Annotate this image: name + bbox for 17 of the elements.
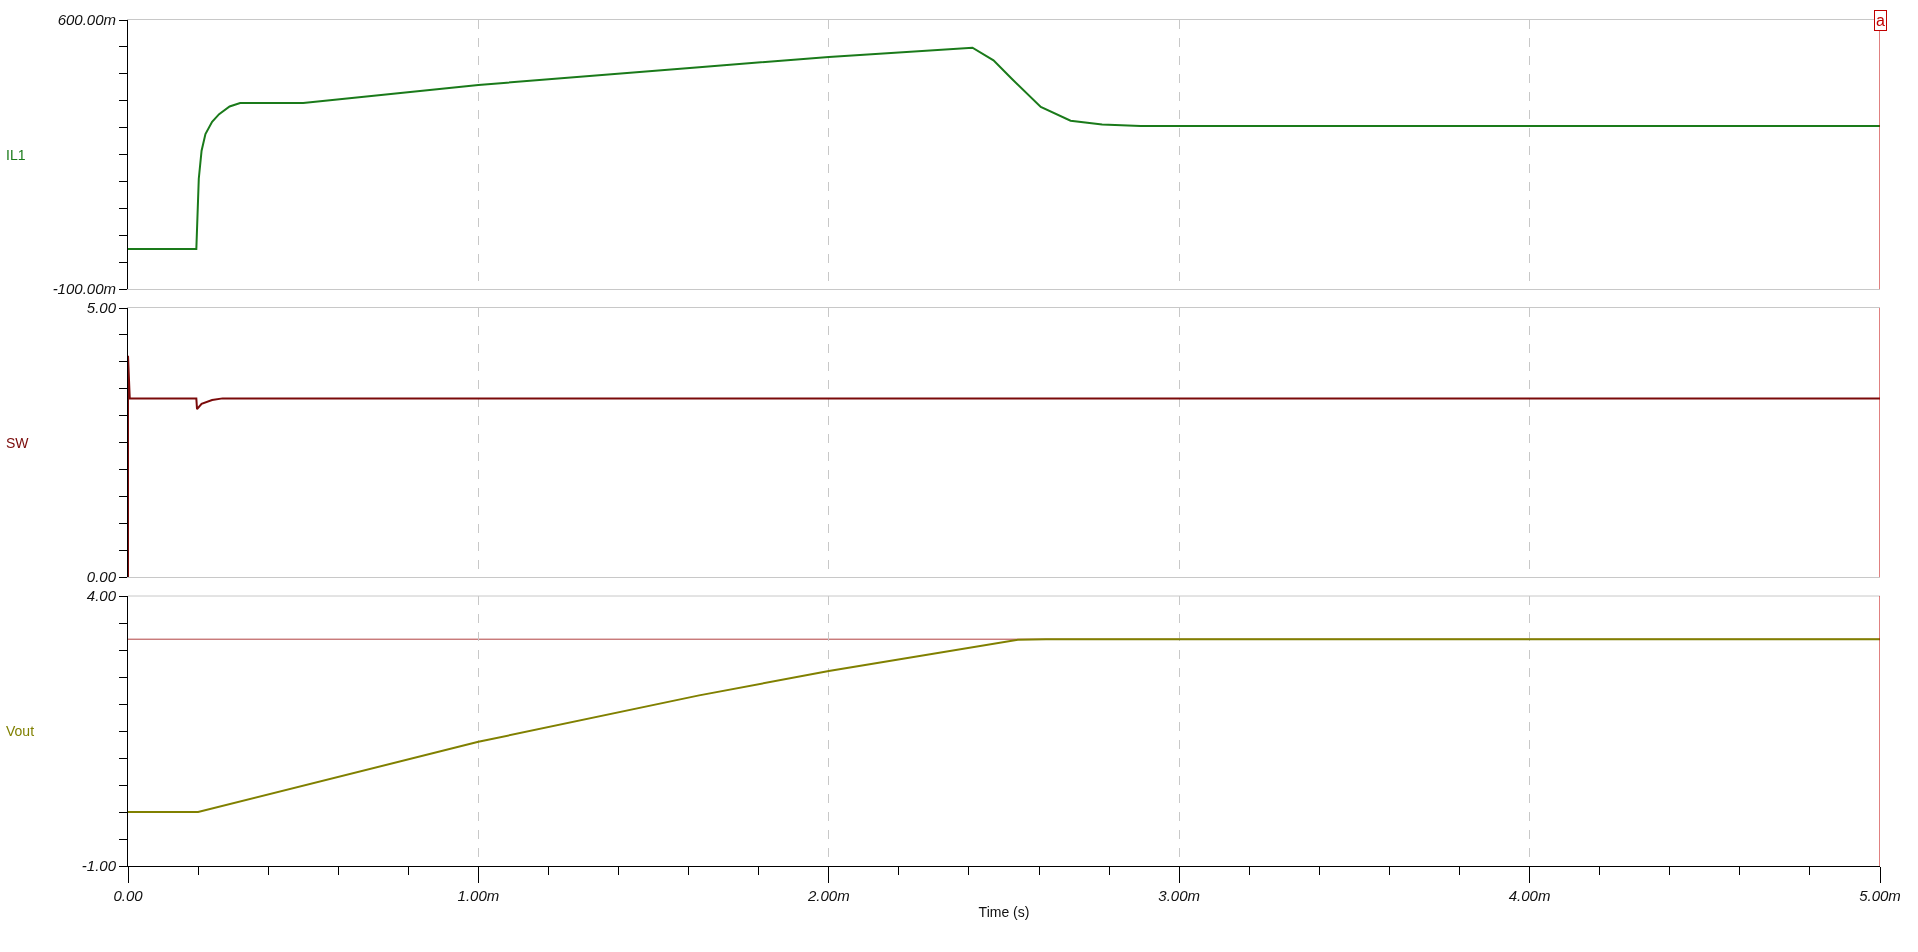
y-tick-label: 600.00m xyxy=(57,11,116,29)
y-tick-label: 0.00 xyxy=(86,568,117,586)
y-axis-title: IL1 xyxy=(6,147,26,163)
y-axis-title: SW xyxy=(6,435,30,451)
x-tick-label: 5.00m xyxy=(1859,887,1901,904)
y-axis-title: Vout xyxy=(6,723,35,739)
y-tick-label: 4.00 xyxy=(86,587,117,605)
x-tick-label: 2.00m xyxy=(806,887,850,904)
x-axis-title: Time (s) xyxy=(978,904,1030,921)
x-tick-label: 3.00m xyxy=(1158,887,1201,904)
x-tick-label: 0.00 xyxy=(113,887,144,904)
ref-line-label: a xyxy=(1876,12,1885,29)
y-tick-label: -1.00 xyxy=(81,857,117,875)
x-tick-label: 4.00m xyxy=(1508,887,1551,904)
y-tick-label: -100.00m xyxy=(52,280,116,298)
y-tick-label: 5.00 xyxy=(86,299,117,317)
x-tick-label: 1.00m xyxy=(457,887,500,904)
